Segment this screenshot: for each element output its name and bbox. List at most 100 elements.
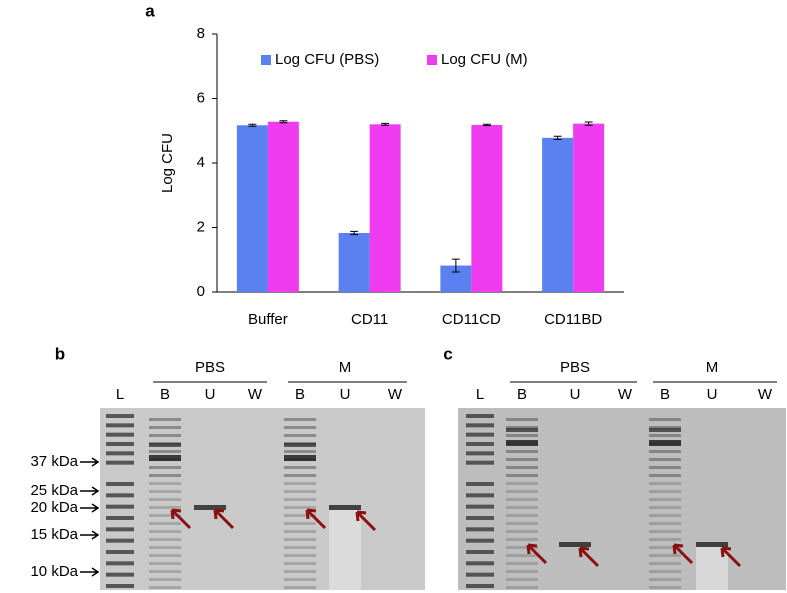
lysate-band <box>149 578 181 581</box>
ladder-band <box>106 414 134 418</box>
ladder-band <box>106 561 134 566</box>
lysate-band <box>649 514 681 517</box>
lysate-band <box>284 546 316 549</box>
lane-label: U <box>570 386 581 403</box>
lysate-band <box>506 418 538 421</box>
highlight-arrow <box>170 508 192 530</box>
legend-label: Log CFU (M) <box>441 51 528 68</box>
lane-label: B <box>160 386 170 403</box>
lysate-band <box>506 482 538 485</box>
lysate-band <box>649 450 681 453</box>
lysate-band <box>506 578 538 581</box>
lysate-band <box>284 482 316 485</box>
protein-band <box>329 505 361 510</box>
lysate-band <box>284 450 316 453</box>
lysate-band <box>649 546 681 549</box>
ladder-band <box>466 432 494 437</box>
ladder-band <box>466 504 494 509</box>
lysate-band <box>149 498 181 501</box>
lane-label: U <box>205 386 216 403</box>
lysate-band <box>506 554 538 557</box>
group-label: PBS <box>195 359 225 376</box>
lysate-band <box>506 498 538 501</box>
gel-image <box>100 408 425 590</box>
error-bar <box>248 123 257 127</box>
lysate-band <box>506 562 538 565</box>
legend-swatch <box>261 55 271 65</box>
lysate-band <box>149 506 181 509</box>
bar <box>267 121 299 292</box>
smear <box>329 510 361 590</box>
lane-label: B <box>295 386 305 403</box>
ladder-band <box>466 460 494 465</box>
lysate-band <box>506 474 538 477</box>
lysate-band <box>649 466 681 469</box>
lysate-band <box>506 450 538 453</box>
lysate-band <box>649 482 681 485</box>
highlight-arrow <box>305 508 327 530</box>
ladder-band <box>466 550 494 554</box>
lysate-band <box>149 443 181 447</box>
lysate-band <box>284 418 316 421</box>
gel-image <box>458 408 786 590</box>
panel-label: c <box>443 344 452 363</box>
y-tick-label: 2 <box>197 218 205 235</box>
bar <box>573 123 605 292</box>
lysate-band <box>506 570 538 573</box>
lysate-band <box>284 455 316 461</box>
lysate-band <box>149 490 181 493</box>
lysate-band <box>149 586 181 589</box>
ladder-band <box>466 442 494 446</box>
lysate-band <box>284 554 316 557</box>
lysate-band <box>649 498 681 501</box>
error-bar <box>381 122 390 126</box>
panel-label: a <box>145 1 155 20</box>
lane-label: L <box>116 386 124 403</box>
lysate-band <box>284 586 316 589</box>
protein-band <box>559 542 591 547</box>
lysate-band <box>649 530 681 533</box>
error-bar <box>584 121 593 126</box>
marker-arrow <box>80 503 100 513</box>
ladder-band <box>466 584 494 588</box>
lysate-band <box>284 434 316 437</box>
lysate-band <box>506 490 538 493</box>
lysate-band <box>284 506 316 509</box>
lysate-band <box>649 554 681 557</box>
marker-label: 25 kDa <box>30 482 78 499</box>
lysate-band <box>284 490 316 493</box>
lysate-band <box>506 546 538 549</box>
y-tick-label: 8 <box>197 25 205 42</box>
panel-label: b <box>55 344 65 363</box>
ladder-band <box>466 423 494 428</box>
error-bar <box>350 230 359 236</box>
highlight-arrow <box>355 510 377 532</box>
marker-arrow <box>80 530 100 540</box>
lysate-band <box>149 530 181 533</box>
lysate-band <box>506 466 538 469</box>
group-label: M <box>706 359 719 376</box>
lysate-band <box>284 426 316 429</box>
ladder-band <box>106 516 134 520</box>
lysate-band <box>149 455 181 461</box>
lysate-band <box>649 458 681 461</box>
ladder-band <box>466 561 494 566</box>
lysate-band <box>649 474 681 477</box>
bar <box>542 137 574 292</box>
protein-band <box>696 542 728 547</box>
marker-arrow <box>80 567 100 577</box>
lane-label: W <box>618 386 633 403</box>
lysate-band <box>649 570 681 573</box>
highlight-arrow <box>526 543 548 565</box>
error-bar <box>553 135 562 140</box>
ladder-band <box>466 493 494 498</box>
lane-label: W <box>388 386 403 403</box>
lane-label: W <box>758 386 773 403</box>
ladder-band <box>106 584 134 588</box>
lysate-band <box>284 514 316 517</box>
lane-label: U <box>340 386 351 403</box>
lysate-band <box>649 578 681 581</box>
lysate-band <box>649 428 681 432</box>
ladder-band <box>106 538 134 543</box>
highlight-arrow <box>213 508 235 530</box>
